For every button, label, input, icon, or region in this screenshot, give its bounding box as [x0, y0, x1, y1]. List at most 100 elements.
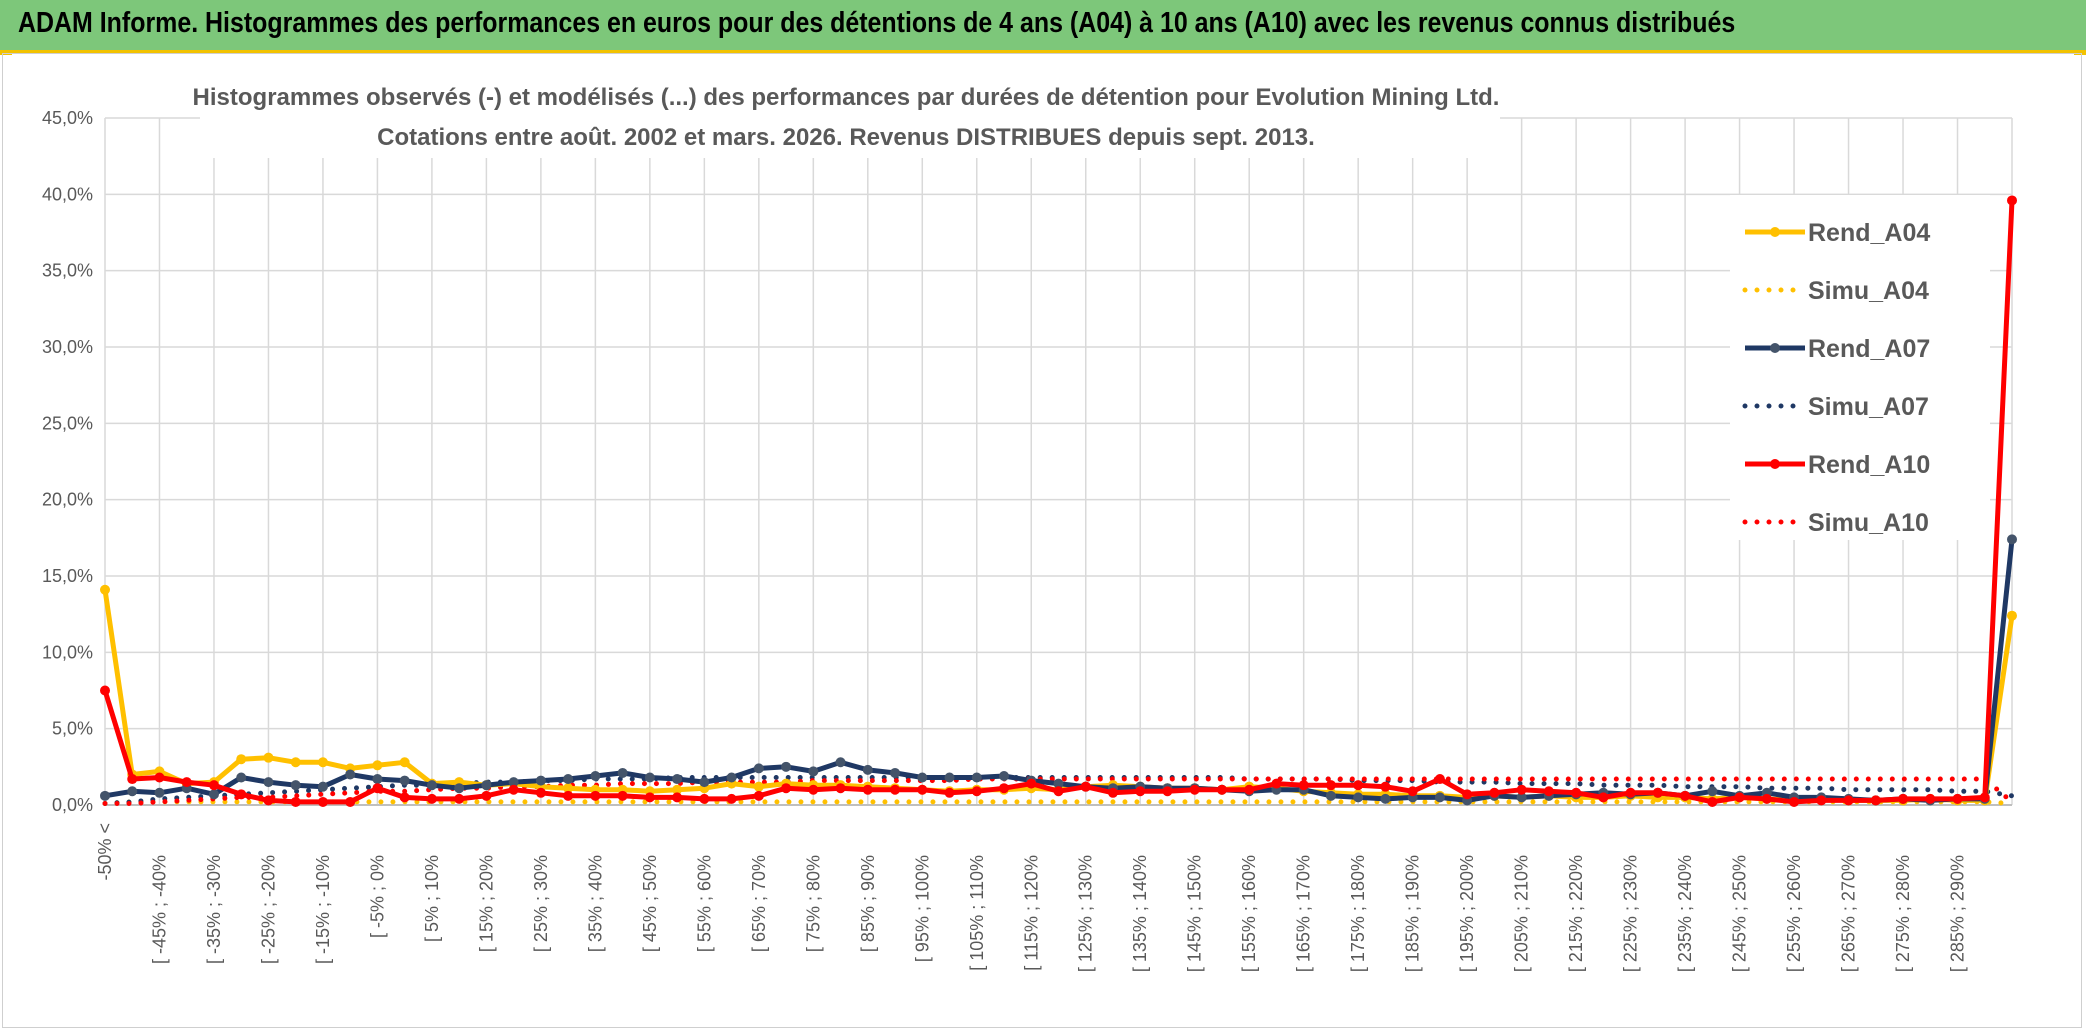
legend-marker: [1770, 459, 1780, 469]
x-tick-label: [ 165% ; 170%: [1294, 855, 1314, 972]
data-point: [1598, 792, 1609, 803]
x-tick-label: [ -45% ; -40%: [149, 855, 169, 964]
data-point: [699, 777, 710, 788]
x-tick-label: [ 275% ; 280%: [1893, 855, 1913, 972]
x-tick-label: [ 185% ; 190%: [1403, 855, 1423, 972]
data-point: [1353, 792, 1364, 803]
data-point: [672, 774, 683, 785]
data-point: [290, 780, 301, 791]
data-point: [236, 772, 247, 783]
legend-item-rend-a04: Rend_A04: [1745, 219, 1930, 247]
data-point: [263, 777, 274, 788]
series-rend-a04: [100, 584, 2017, 806]
data-point: [154, 787, 165, 798]
x-tick-label: [ -5% ; 0%: [367, 855, 387, 938]
data-point: [1135, 786, 1146, 797]
data-point: [236, 754, 247, 765]
x-tick-label: [ 55% ; 60%: [694, 855, 714, 952]
x-tick-label: -50% <: [95, 823, 115, 881]
data-point: [1162, 786, 1173, 797]
legend: Rend_A04 Simu_A04 Rend_A07 Simu_A07 Rend_A10…: [1730, 195, 1990, 540]
data-point: [862, 764, 873, 775]
data-point: [100, 584, 110, 595]
data-point: [563, 790, 574, 801]
data-point: [1325, 780, 1336, 791]
legend-label: Simu_A10: [1808, 509, 1929, 537]
report-header-banner: ADAM Informe. Histogrammes des performan…: [0, 0, 2086, 53]
legend-item-simu-a04: Simu_A04: [1742, 277, 1929, 305]
data-point: [726, 793, 737, 804]
data-point: [290, 757, 301, 768]
data-point: [1489, 787, 1500, 798]
data-point: [1898, 793, 1909, 804]
data-point: [835, 757, 846, 768]
x-tick-label: [ 205% ; 210%: [1512, 855, 1532, 972]
data-point: [1925, 793, 1936, 804]
data-point: [808, 784, 819, 795]
legend-item-simu-a07: Simu_A07: [1742, 393, 1929, 421]
x-tick-label: [ 15% ; 20%: [476, 855, 496, 952]
x-tick-label: [ 235% ; 240%: [1675, 855, 1695, 972]
data-point: [890, 784, 901, 795]
data-point: [263, 795, 274, 806]
data-point: [644, 772, 655, 783]
data-point: [917, 772, 928, 783]
data-point: [1816, 795, 1827, 806]
data-point: [127, 786, 138, 797]
data-point: [1244, 784, 1255, 795]
data-point: [345, 796, 356, 807]
data-point: [753, 790, 764, 801]
x-tick-label: [ -35% ; -30%: [204, 855, 224, 964]
x-tick-label: [ 35% ; 40%: [585, 855, 605, 952]
data-point: [753, 781, 764, 792]
data-point: [617, 790, 628, 801]
data-point: [944, 772, 955, 783]
data-point: [1325, 790, 1336, 801]
x-tick-label: [ 65% ; 70%: [749, 855, 769, 952]
x-tick-label: [ 285% ; 290%: [1948, 855, 1968, 972]
data-point: [1625, 787, 1636, 798]
report-title: ADAM Informe. Histogrammes des performan…: [18, 7, 1736, 39]
data-point: [399, 757, 410, 768]
corner-accent-right: [2074, 50, 2086, 55]
y-axis-ticks: 0,0% 5,0% 10,0% 15,0% 20,0% 25,0% 30,0% 35,0% 40…: [42, 108, 93, 815]
data-point: [154, 772, 165, 783]
data-point: [726, 772, 737, 783]
data-point: [481, 780, 492, 791]
data-point: [1026, 778, 1037, 789]
data-point: [808, 766, 819, 777]
legend-background: [1730, 195, 1990, 540]
data-point: [944, 787, 955, 798]
data-point: [917, 784, 928, 795]
data-point: [1434, 774, 1445, 785]
data-point: [1353, 780, 1364, 791]
x-tick-label: [ 225% ; 230%: [1621, 855, 1641, 972]
data-point: [781, 761, 792, 772]
y-tick-label: 20,0%: [42, 490, 93, 510]
chart-frame: [2, 53, 2082, 1028]
data-point: [1080, 781, 1091, 792]
data-point: [1707, 796, 1718, 807]
data-point: [290, 796, 301, 807]
x-tick-label: [ 135% ; 140%: [1130, 855, 1150, 972]
data-point: [263, 752, 274, 763]
x-tick-label: [ 175% ; 180%: [1348, 855, 1368, 972]
data-point: [372, 783, 383, 794]
data-point: [1652, 787, 1663, 798]
x-tick-label: [ 215% ; 220%: [1566, 855, 1586, 972]
x-tick-label: [ -25% ; -20%: [258, 855, 278, 964]
data-point: [590, 770, 601, 781]
data-point: [1516, 784, 1527, 795]
legend-item-simu-a10: Simu_A10: [1742, 509, 1929, 537]
data-point: [1761, 793, 1772, 804]
data-point: [1053, 786, 1064, 797]
data-point: [971, 772, 982, 783]
data-point: [372, 774, 383, 785]
data-point: [2007, 534, 2017, 545]
data-point: [208, 780, 219, 791]
data-point: [1680, 790, 1691, 801]
y-tick-label: 40,0%: [42, 184, 93, 204]
data-point: [699, 793, 710, 804]
data-point: [590, 790, 601, 801]
series-line: [102, 200, 2015, 805]
